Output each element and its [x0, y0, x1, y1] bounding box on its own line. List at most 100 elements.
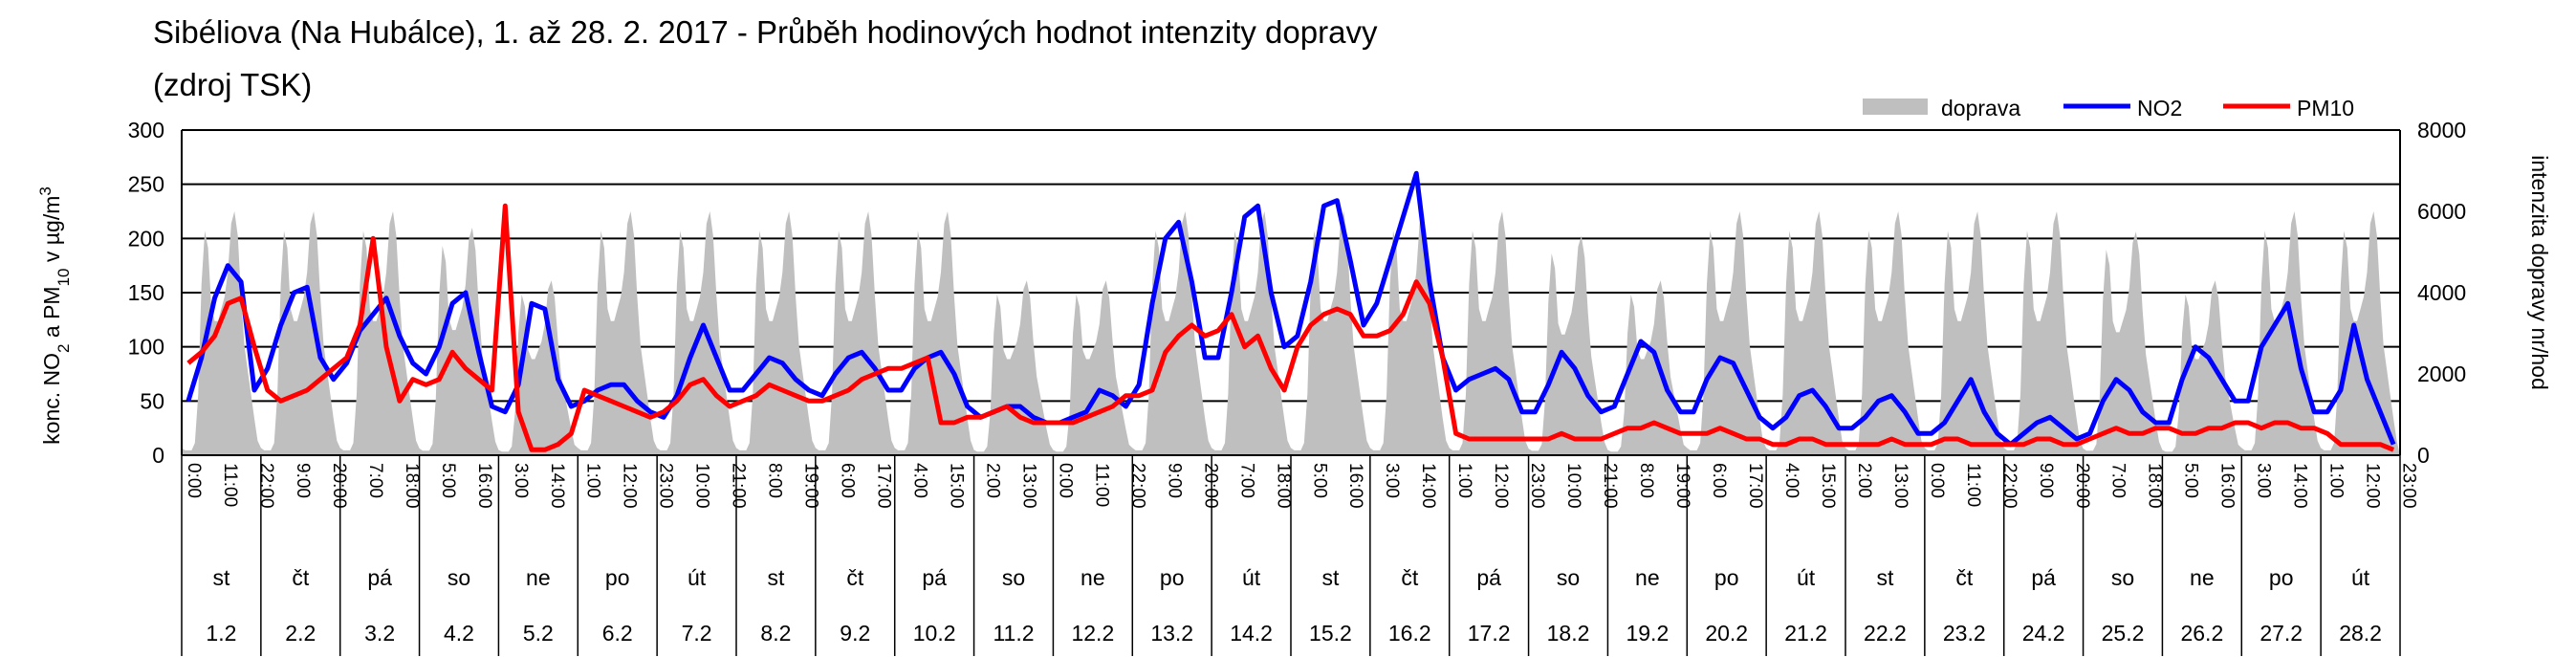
x-day-label: čt: [1955, 565, 1974, 590]
x-hour-label: 3:00: [1382, 463, 1402, 498]
x-date-label: 28.2: [2339, 621, 2382, 646]
x-date-label: 26.2: [2180, 621, 2223, 646]
x-hour-label: 11:00: [1091, 463, 1111, 507]
y-tick-left-150: 150: [128, 280, 164, 305]
x-hour-label: 18:00: [1273, 463, 1293, 509]
x-day-label: pá: [1476, 565, 1501, 590]
x-hour-label: 7:00: [2108, 463, 2128, 498]
x-day-label: út: [1797, 565, 1816, 590]
x-day-label: čt: [292, 565, 310, 590]
x-date-label: 1.2: [206, 621, 236, 646]
left-axis-ticks: 0 50 100 150 200 250 300: [128, 118, 164, 468]
x-date-label: 14.2: [1230, 621, 1273, 646]
x-date-label: 25.2: [2102, 621, 2145, 646]
x-day-label: st: [1876, 565, 1894, 590]
x-date-label: 18.2: [1547, 621, 1590, 646]
x-day-label: po: [1160, 565, 1185, 590]
y-tick-right-8000: 8000: [2417, 118, 2466, 142]
legend-swatch-doprava: [1863, 99, 1928, 115]
x-day-label: po: [1714, 565, 1739, 590]
x-date-label: 7.2: [682, 621, 712, 646]
x-date-label: 17.2: [1468, 621, 1511, 646]
x-hour-label: 8:00: [1636, 463, 1656, 498]
x-hour-label: 5:00: [438, 463, 458, 498]
legend: doprava NO2 PM10: [1863, 96, 2354, 120]
x-day-label: pá: [922, 565, 947, 590]
chart-title-line2: (zdroj TSK): [153, 67, 312, 102]
x-hour-label: 16:00: [1345, 463, 1365, 509]
x-hour-label: 11:00: [1963, 463, 1983, 507]
ylabel-left-part-6: 3: [36, 186, 55, 195]
x-day-label: čt: [1401, 565, 1419, 590]
x-hour-label: 9:00: [293, 463, 313, 498]
x-hour-label: 20:00: [329, 463, 349, 509]
x-hour-label: 22:00: [256, 463, 276, 509]
x-hour-label: 9:00: [1164, 463, 1184, 498]
x-hour-label: 23:00: [2399, 463, 2419, 509]
x-date-label: 21.2: [1784, 621, 1827, 646]
legend-label-no2: NO2: [2137, 96, 2182, 120]
x-day-label: pá: [367, 565, 392, 590]
x-hour-label: 6:00: [838, 463, 858, 498]
x-date-label: 22.2: [1864, 621, 1907, 646]
x-day-label: st: [767, 565, 785, 590]
x-hour-label: 2:00: [983, 463, 1003, 498]
x-day-label: st: [212, 565, 230, 590]
x-day-label: út: [2351, 565, 2370, 590]
right-axis-ticks: 0 2000 4000 6000 8000: [2417, 118, 2466, 468]
x-day-label: út: [688, 565, 707, 590]
x-day-label: st: [1321, 565, 1340, 590]
x-date-label: 24.2: [2022, 621, 2065, 646]
x-hour-label: 23:00: [1527, 463, 1547, 509]
x-date-label: 16.2: [1388, 621, 1431, 646]
x-day-label: pá: [2031, 565, 2056, 590]
x-hour-label: 4:00: [910, 463, 930, 498]
x-day-label: ne: [2190, 565, 2215, 590]
x-hour-label: 20:00: [1200, 463, 1220, 509]
x-day-label: ne: [1635, 565, 1660, 590]
x-date-label: 2.2: [285, 621, 316, 646]
x-hour-label: 4:00: [1781, 463, 1801, 498]
x-day-label: so: [1557, 565, 1580, 590]
x-hour-label: 3:00: [511, 463, 531, 498]
x-hour-label: 22:00: [1127, 463, 1147, 509]
plot-area: [182, 170, 2400, 455]
x-date-label: 9.2: [840, 621, 870, 646]
x-date-label: 23.2: [1943, 621, 1986, 646]
x-hour-label: 7:00: [1236, 463, 1256, 498]
y-tick-right-2000: 2000: [2417, 361, 2466, 386]
x-hour-label: 1:00: [2326, 463, 2347, 498]
ylabel-left-part-1: konc. NO: [39, 353, 64, 445]
x-day-label: ne: [526, 565, 551, 590]
x-hour-label: 11:00: [220, 463, 240, 507]
x-hour-label: 13:00: [1019, 463, 1039, 509]
x-date-label: 12.2: [1071, 621, 1114, 646]
x-hour-label: 18:00: [2145, 463, 2165, 509]
x-hour-label: 15:00: [1818, 463, 1838, 509]
x-hour-label: 14:00: [547, 463, 567, 509]
x-axis-labels: 0:00 11:00 22:00 9:00 20:00 7:00 18:00 5:00 16:0…: [181, 455, 2419, 656]
x-date-label: 19.2: [1626, 621, 1669, 646]
x-hour-label: 17:00: [1745, 463, 1765, 509]
x-hour-label: 21:00: [729, 463, 749, 509]
x-hour-label: 22:00: [1999, 463, 2019, 509]
x-hour-label: 17:00: [874, 463, 894, 509]
x-hour-label: 5:00: [1309, 463, 1329, 498]
x-date-label: 20.2: [1705, 621, 1748, 646]
x-date-label: 15.2: [1309, 621, 1352, 646]
ylabel-left-part-4: 10: [55, 269, 73, 287]
x-day-label: so: [2111, 565, 2134, 590]
x-hour-label: 0:00: [1055, 463, 1075, 498]
x-hour-label: 12:00: [620, 463, 640, 509]
ylabel-left-part-3: a PM: [39, 286, 64, 343]
x-hour-label: 23:00: [656, 463, 676, 509]
y-tick-right-4000: 4000: [2417, 280, 2466, 305]
x-date-label: 10.2: [913, 621, 956, 646]
x-hour-label: 10:00: [1563, 463, 1583, 509]
x-day-label: so: [448, 565, 470, 590]
x-hour-label: 5:00: [2181, 463, 2201, 498]
y-tick-right-0: 0: [2417, 443, 2430, 468]
x-date-label: 5.2: [523, 621, 554, 646]
y-tick-left-300: 300: [128, 118, 164, 142]
